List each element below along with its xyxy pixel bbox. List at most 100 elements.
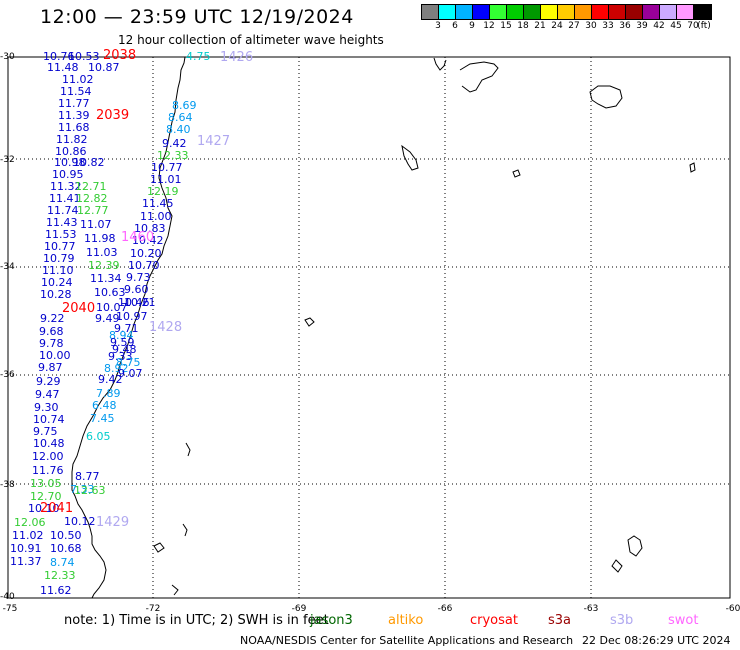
wave-height-value: 10.97 (116, 310, 148, 323)
wave-height-value: 12.19 (147, 185, 179, 198)
wave-height-value: 12.63 (74, 484, 106, 497)
wave-height-value: 9.48 (112, 343, 137, 356)
wave-height-value: 9.87 (38, 361, 63, 374)
wave-height-value: 11.76 (32, 464, 64, 477)
wave-height-value: 11.01 (150, 173, 182, 186)
coastline (71, 56, 696, 599)
wave-height-value: 11.02 (12, 529, 44, 542)
wave-height-value: 11.45 (142, 197, 174, 210)
wave-height-value: 10.74 (33, 413, 65, 426)
wave-height-value: 10.86 (55, 145, 87, 158)
pass-label: 1427 (197, 134, 231, 149)
wave-height-value: 9.60 (124, 283, 149, 296)
map-subtitle: 12 hour collection of altimeter wave hei… (118, 33, 384, 47)
wave-height-value: 11.39 (58, 109, 90, 122)
wave-height-value: 10.42 (132, 234, 164, 247)
scale-label: 18 (517, 21, 529, 31)
legend-cryosat: cryosat (470, 613, 518, 628)
scale-swatch (524, 5, 541, 19)
scale-label: 39 (636, 21, 648, 31)
legend-jason3: jason3 (310, 613, 353, 628)
scale-label: 36 (619, 21, 631, 31)
scale-label: 15 (500, 21, 512, 31)
scale-swatch (456, 5, 473, 19)
wave-height-value: 11.41 (49, 192, 81, 205)
wave-height-value: 10.46 (118, 296, 150, 309)
wave-height-value: 10.91 (10, 542, 42, 555)
wave-height-value: 10.83 (134, 222, 166, 235)
inland-8 (171, 584, 179, 596)
footnote: note: 1) Time is in UTC; 2) SWH is in fe… (64, 613, 329, 628)
islet-3 (304, 317, 315, 327)
wave-height-value: 12.33 (44, 569, 76, 582)
scale-swatch (609, 5, 626, 19)
lat-label: -32 (0, 155, 15, 165)
wave-height-value: 9.73 (126, 271, 151, 284)
wave-height-value: 11.68 (58, 121, 90, 134)
scale-label: 30 (585, 21, 597, 31)
wave-height-value: 6.48 (92, 399, 117, 412)
wave-height-value: 10.63 (94, 286, 126, 299)
lat-label: -30 (0, 52, 15, 62)
wave-height-value: 11.98 (84, 232, 116, 245)
wave-height-value: 12.77 (77, 204, 109, 217)
wave-height-value: 12.06 (14, 516, 46, 529)
wave-height-value: 7.45 (90, 412, 115, 425)
wave-height-value: 10.24 (41, 276, 73, 289)
islet-1 (512, 169, 521, 178)
legend-s3b: s3b (610, 613, 634, 628)
pass-label: 2038 (103, 48, 137, 63)
lake-4 (182, 523, 188, 537)
scale-swatch (473, 5, 490, 19)
scale-label: 6 (452, 21, 458, 31)
legend-swot: swot (668, 613, 699, 628)
lake-1 (589, 85, 623, 109)
wave-height-value: 11.54 (60, 85, 92, 98)
scale-label: 70 (687, 21, 699, 31)
wave-height-value: 9.68 (39, 325, 64, 338)
wave-height-value: 10.50 (50, 529, 82, 542)
scale-swatch (541, 5, 558, 19)
lon-label: -66 (437, 604, 453, 614)
wave-height-value: 10.98 (54, 156, 86, 169)
map-title: 12:00 — 23:59 UTC 12/19/2024 (40, 6, 354, 28)
legend-s3a: s3a (548, 613, 572, 628)
wave-height-value: 10.87 (88, 61, 120, 74)
wave-height-value: 11.53 (45, 228, 77, 241)
pass-label: 2039 (96, 108, 130, 123)
pass-label: 1426 (220, 50, 254, 65)
wave-height-value: 9.75 (33, 425, 58, 438)
wave-height-value: 11.74 (47, 204, 79, 217)
scale-swatch (592, 5, 609, 19)
scale-label: 3 (435, 21, 441, 31)
lat-label: -36 (0, 370, 15, 380)
wave-height-value: 9.59 (110, 336, 135, 349)
wave-height-value: 10.53 (68, 50, 100, 63)
wave-height-value: 9.33 (108, 350, 133, 363)
scale-swatch (677, 5, 694, 19)
scale-label: (ft) (697, 21, 711, 31)
scale-swatch (422, 5, 439, 19)
pass-label: 2040 (62, 301, 96, 316)
scale-swatch (490, 5, 507, 19)
wave-height-value: 11.48 (47, 61, 79, 74)
scale-swatch (439, 5, 456, 19)
wave-height-value: 12.00 (32, 450, 64, 463)
wave-height-value: 12.82 (76, 192, 108, 205)
wave-height-value: 8.77 (75, 470, 100, 483)
wave-height-value: 9.78 (39, 337, 64, 350)
wave-height-value: 12.71 (75, 180, 107, 193)
lon-label: -60 (725, 604, 740, 614)
scale-label: 42 (653, 21, 665, 31)
lon-label: -69 (291, 604, 307, 614)
wave-height-value: 8.92 (104, 362, 129, 375)
map-frame (7, 56, 731, 599)
wave-height-value: 9.47 (35, 388, 60, 401)
wave-height-value: 11.00 (140, 210, 172, 223)
map-gridlines (8, 57, 730, 598)
scale-label: 21 (534, 21, 546, 31)
wave-height-value: 9.30 (34, 401, 59, 414)
scale-swatch (643, 5, 660, 19)
wave-height-value: 10.20 (130, 247, 162, 260)
